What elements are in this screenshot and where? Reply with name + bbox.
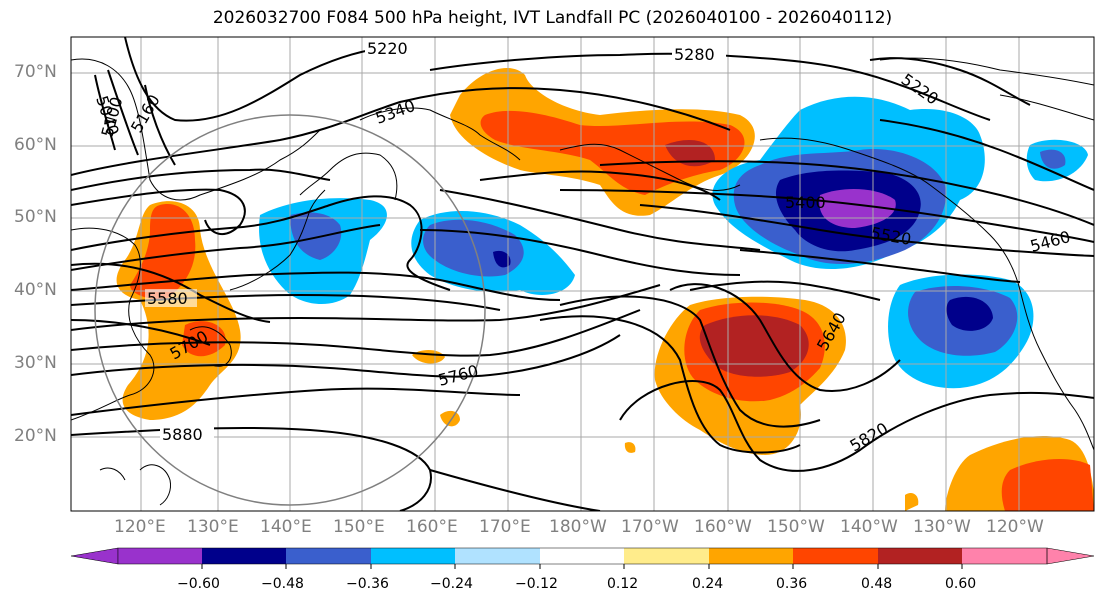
- contour-label: 5580: [147, 289, 188, 308]
- contour-label: 5220: [367, 39, 408, 58]
- colorbar-low-extend: [70, 547, 119, 565]
- map-title: 2026032700 F084 500 hPa height, IVT Land…: [212, 8, 893, 28]
- colorbar-tick-label: 0.48: [861, 576, 893, 592]
- lon-label: 140°W: [840, 517, 898, 537]
- reference-circle: [94, 114, 486, 506]
- colorbar-tick-label: −0.12: [515, 576, 558, 592]
- contour-label: 5880: [162, 425, 203, 444]
- contour-label: 5340: [373, 96, 418, 128]
- colorbar: [70, 547, 1095, 569]
- colorbar-tick-label: −0.48: [261, 576, 304, 592]
- lat-label: 20°N: [14, 426, 57, 446]
- lat-label: 60°N: [14, 135, 57, 155]
- contour-5460: [599, 160, 1094, 226]
- lat-label: 40°N: [14, 280, 57, 300]
- contour-5880: [71, 426, 432, 511]
- strong-anomaly-japan: [130, 204, 196, 300]
- lon-label: 160°W: [694, 517, 752, 537]
- height-contours: [71, 37, 1094, 511]
- lon-label: 120°E: [114, 517, 166, 537]
- colorbar-tick-label: 0.60: [945, 576, 977, 592]
- colorbar-tick-label: −0.60: [177, 576, 220, 592]
- lat-label: 30°N: [14, 353, 57, 373]
- contour-5280: [429, 52, 991, 121]
- contour-5760: [71, 334, 621, 378]
- contour-label: 5820: [847, 419, 892, 456]
- lat-label: 50°N: [14, 207, 57, 227]
- contour-5220: [124, 37, 391, 122]
- contour-5700: [71, 319, 211, 346]
- contour-label: 5400: [785, 193, 826, 212]
- lat-label: 70°N: [14, 62, 57, 82]
- lon-label: 130°E: [187, 517, 239, 537]
- colorbar-tick-label: 0.36: [776, 576, 808, 592]
- colorbar-tick-label: 0.24: [692, 576, 724, 592]
- lon-label: 130°W: [913, 517, 971, 537]
- lon-label: 120°W: [986, 517, 1044, 537]
- colorbar-high-extend: [1046, 547, 1095, 565]
- lon-label: 180°W: [549, 517, 607, 537]
- ivt-shading: [116, 67, 1094, 511]
- map-frame: [70, 36, 1095, 512]
- contour-5400: [559, 189, 1094, 243]
- lon-label: 150°E: [333, 517, 385, 537]
- coastlines: [71, 57, 1094, 506]
- lon-label: 170°E: [479, 517, 531, 537]
- strong-anomaly-subtropical: [699, 315, 809, 377]
- contour-label: 5280: [674, 45, 715, 64]
- contour-5640: [669, 283, 901, 392]
- contour-label: 5760: [436, 361, 480, 390]
- lon-label: 170°W: [621, 517, 679, 537]
- lon-label: 140°E: [260, 517, 312, 537]
- lon-label: 160°E: [406, 517, 458, 537]
- colorbar-tick-label: −0.36: [346, 576, 389, 592]
- contour-label: 5220: [898, 70, 942, 109]
- colorbar-tick-label: −0.24: [430, 576, 473, 592]
- strong-anomaly-alaska: [480, 110, 745, 195]
- colorbar-tick-label: 0.12: [607, 576, 639, 592]
- contour-5820: [619, 380, 1094, 472]
- contour-5520: [639, 204, 1094, 257]
- graticule: [71, 37, 1094, 511]
- lon-label: 150°W: [767, 517, 825, 537]
